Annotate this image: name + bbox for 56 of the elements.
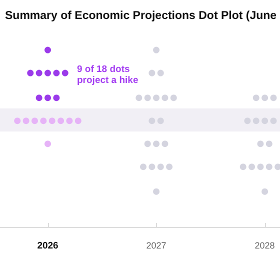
point (36, 70, 42, 76)
point (40, 118, 47, 124)
point (244, 118, 251, 124)
point (148, 164, 156, 170)
point (58, 118, 64, 124)
point (248, 164, 256, 170)
point (44, 70, 51, 76)
point (274, 164, 280, 170)
point (74, 118, 82, 124)
point (48, 118, 56, 124)
point (262, 94, 268, 102)
point (136, 94, 142, 102)
point (44, 94, 51, 102)
point (240, 164, 246, 170)
point (157, 70, 164, 76)
point (66, 118, 73, 124)
point (53, 94, 60, 102)
point (262, 118, 268, 124)
point (266, 164, 272, 170)
x-tick-label: 2028 (254, 240, 275, 250)
point (22, 118, 30, 124)
point (144, 140, 151, 148)
x-tick-label: 2026 (37, 240, 58, 252)
point (270, 94, 277, 102)
x-tick-label: 2027 (146, 240, 166, 250)
point (153, 94, 160, 102)
point (157, 164, 164, 170)
point (53, 70, 60, 76)
point (170, 94, 177, 102)
point (62, 70, 68, 76)
point (153, 188, 160, 195)
point (166, 164, 173, 170)
point (252, 94, 260, 102)
point (148, 118, 156, 124)
point (36, 94, 42, 102)
point (157, 118, 164, 124)
point (266, 140, 272, 148)
annotation: 9 of 18 dots project a hike (77, 64, 138, 86)
point (44, 140, 51, 148)
point (162, 94, 168, 102)
point (262, 188, 268, 195)
point (252, 118, 260, 124)
point (144, 94, 151, 102)
point (44, 46, 51, 54)
point (148, 70, 156, 76)
point (162, 140, 168, 148)
point (27, 70, 34, 76)
point (153, 46, 160, 54)
point (31, 118, 38, 124)
point (257, 140, 264, 148)
point (14, 118, 21, 124)
point (257, 164, 264, 170)
chart-title: Summary of Economic Projections Dot Plot (June (5, 10, 277, 22)
point (270, 118, 277, 124)
point (153, 140, 160, 148)
point (140, 164, 147, 170)
